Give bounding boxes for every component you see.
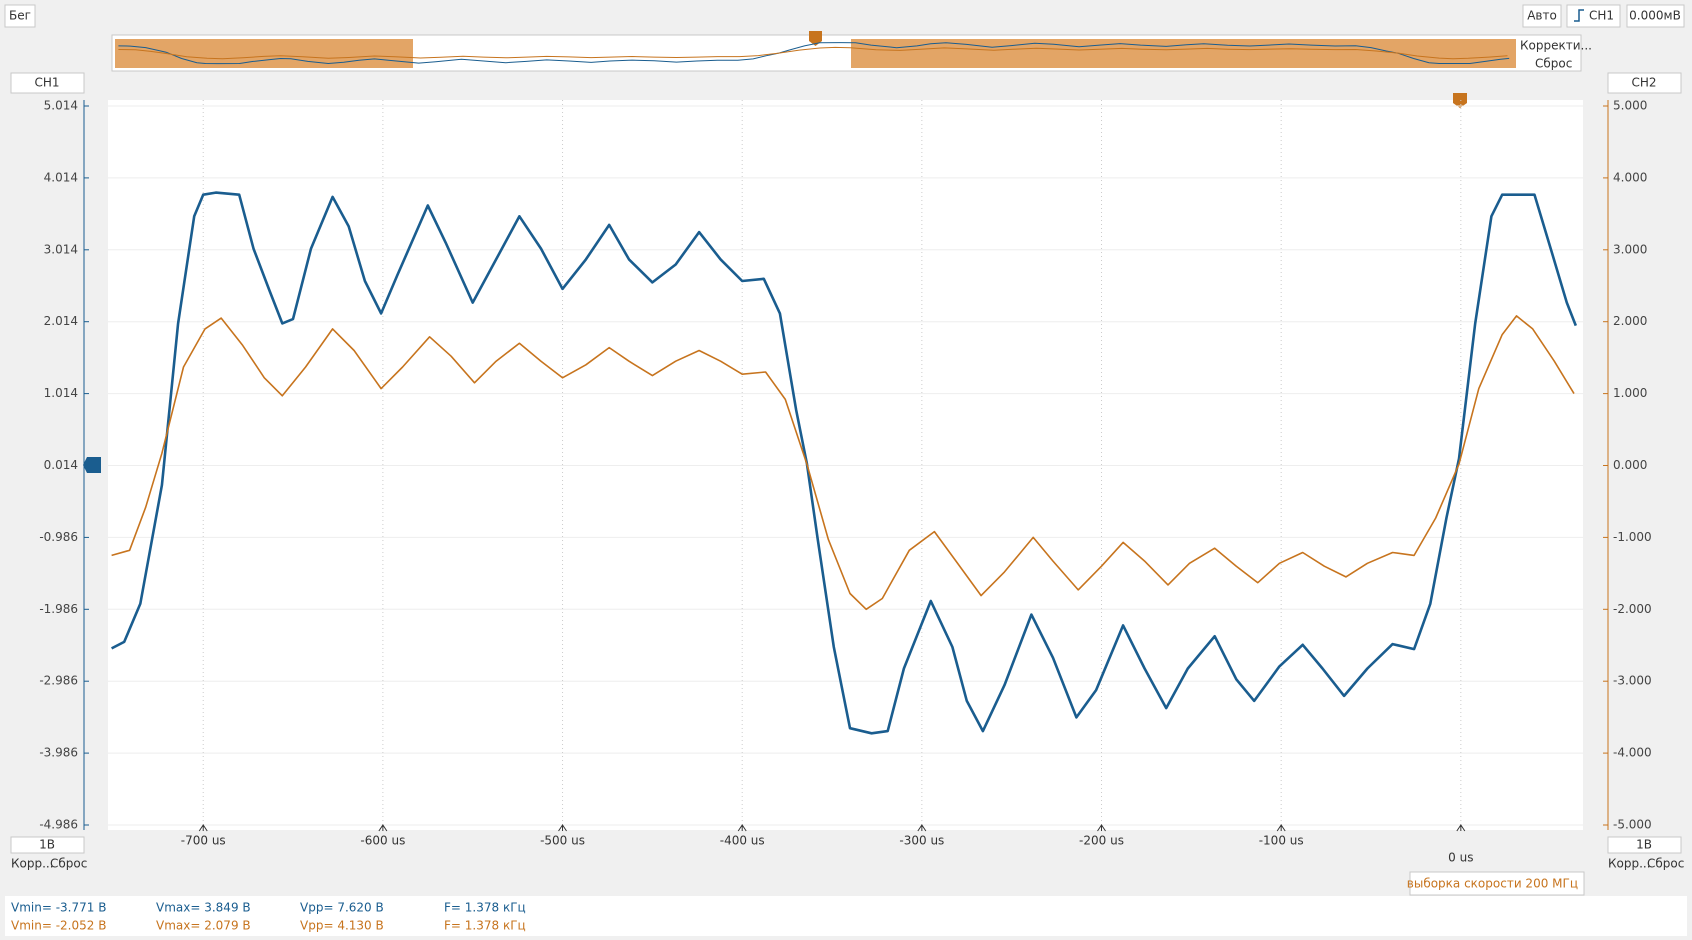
trace	[111, 191, 1578, 735]
y2-tick-label: 4.000	[1613, 170, 1647, 184]
overview-shade	[115, 39, 413, 68]
x-tick	[737, 824, 747, 832]
y-tick-label: 3.014	[44, 242, 78, 256]
overview-trace	[118, 42, 1510, 65]
y-tick-label: -3.986	[39, 746, 78, 760]
y2-tick-label: -2.000	[1613, 602, 1652, 616]
ch1-label: CH1	[34, 76, 59, 90]
trigger-marker	[809, 31, 822, 46]
trace	[111, 315, 1575, 611]
trigger-level[interactable]: 0.000мВ	[1629, 9, 1681, 23]
x-tick	[1276, 824, 1286, 832]
overview-button[interactable]: Сброс	[1535, 57, 1572, 71]
trigger-mode[interactable]: Авто	[1527, 9, 1557, 23]
measurement: F= 1.378 кГц	[444, 901, 526, 915]
measurement: F= 1.378 кГц	[444, 919, 526, 933]
ch1-button[interactable]: Корр...	[11, 857, 54, 871]
run-status[interactable]: Бег	[9, 9, 31, 23]
x-tick	[917, 824, 927, 832]
y2-tick-label: -1.000	[1613, 530, 1652, 544]
x-tick-label: -700 us	[181, 834, 226, 848]
y2-tick-label: 3.000	[1613, 242, 1647, 256]
ch2-button[interactable]: Корр...	[1608, 857, 1651, 871]
y-tick-label: 5.014	[44, 99, 78, 113]
edge-icon	[1574, 9, 1584, 22]
x-tick-label: -600 us	[360, 834, 405, 848]
run-button[interactable]	[4, 4, 36, 28]
measure-panel	[5, 896, 1687, 936]
y-tick-label: -4.986	[39, 818, 78, 832]
y-tick-label: -1.986	[39, 602, 78, 616]
measurement: Vmin= -2.052 В	[11, 919, 106, 933]
trigger-marker	[1453, 93, 1467, 108]
y2-tick-label: 5.000	[1613, 99, 1647, 113]
ch1-scale-box	[10, 836, 85, 854]
x-tick-label: -300 us	[899, 834, 944, 848]
x-tick-label: -400 us	[720, 834, 765, 848]
y-tick-label: -2.986	[39, 674, 78, 688]
trigger-source[interactable]: CH1	[1589, 9, 1614, 23]
y2-tick-label: -4.000	[1613, 746, 1652, 760]
ch2-scale: 1В	[1636, 838, 1652, 852]
measurement: Vmin= -3.771 В	[11, 901, 106, 915]
x-tick	[558, 824, 567, 832]
ch1-scale: 1В	[39, 838, 55, 852]
x-tick	[198, 824, 208, 832]
overview-button[interactable]: Корректи...	[1520, 39, 1592, 53]
mode-button[interactable]	[1522, 4, 1562, 28]
y-tick-label: 4.014	[44, 170, 78, 184]
measurement: Vmax= 3.849 В	[156, 901, 251, 915]
ch1-box	[10, 72, 85, 94]
measurement: Vpp= 7.620 В	[300, 901, 384, 915]
x-tick-label: -500 us	[540, 834, 585, 848]
y2-tick-label: 1.000	[1613, 386, 1647, 400]
y-tick-label: 2.014	[44, 314, 78, 328]
y-tick-label: -0.986	[39, 530, 78, 544]
ground-marker	[83, 457, 101, 473]
y2-tick-label: 2.000	[1613, 314, 1647, 328]
x-tick-label: 0 us	[1448, 851, 1473, 865]
y2-tick-label: -3.000	[1613, 674, 1652, 688]
y2-tick-label: 0.000	[1613, 458, 1647, 472]
y-tick-label: 1.014	[44, 386, 78, 400]
x-tick	[1097, 824, 1106, 832]
x-tick-label: -100 us	[1259, 834, 1304, 848]
ch2-scale-box	[1607, 836, 1682, 854]
ch2-label: CH2	[1631, 76, 1656, 90]
x-tick-label: -200 us	[1079, 834, 1124, 848]
measurement: Vmax= 2.079 В	[156, 919, 251, 933]
x-tick	[1456, 824, 1466, 832]
ch1-button[interactable]: Сброс	[50, 857, 87, 871]
overview-trace	[118, 46, 1508, 60]
sample-rate: выборка скорости 200 МГц	[1407, 877, 1578, 891]
y-tick-label: 0.014	[44, 458, 78, 472]
level-button[interactable]	[1626, 4, 1685, 28]
ch2-button[interactable]: Сброс	[1647, 857, 1684, 871]
y2-tick-label: -5.000	[1613, 818, 1652, 832]
x-tick	[378, 824, 388, 832]
measurement: Vpp= 4.130 В	[300, 919, 384, 933]
ch2-box	[1607, 72, 1682, 94]
sample-rate-box	[1409, 871, 1585, 896]
